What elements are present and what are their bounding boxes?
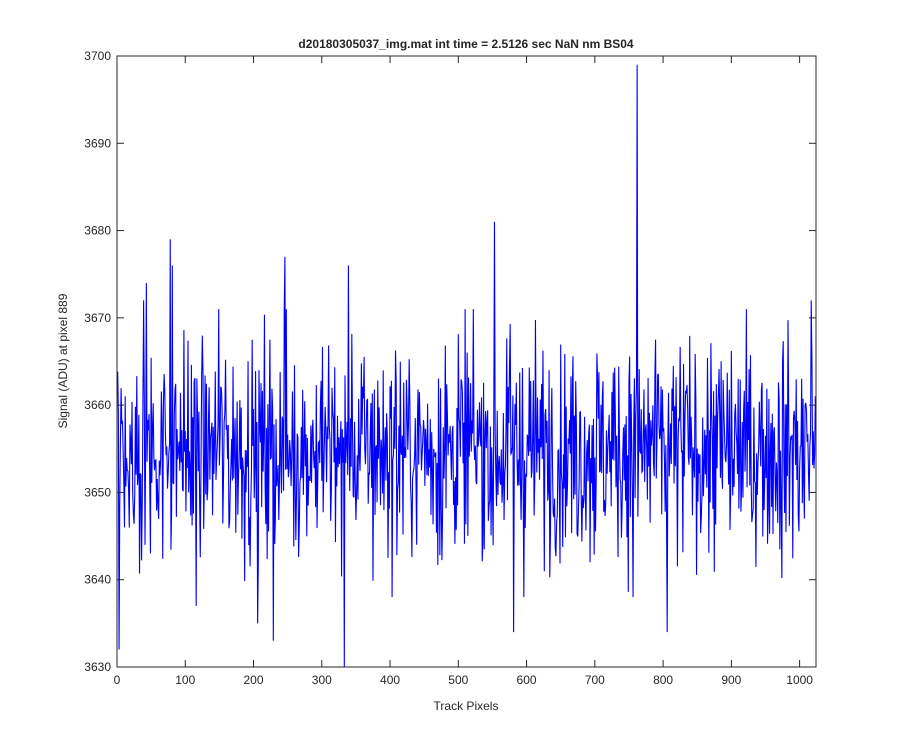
y-axis-label: Signal (ADU) at pixel 889 (56, 293, 70, 428)
signal-series-line (117, 64, 817, 668)
x-tick-label: 400 (380, 673, 400, 687)
x-tick-label: 100 (175, 673, 195, 687)
x-tick-label: 700 (585, 673, 605, 687)
x-tick-label: 600 (517, 673, 537, 687)
x-tick-label: 200 (244, 673, 264, 687)
x-tick-label: 300 (312, 673, 332, 687)
x-axis-ticks: 0 100 200 300 400 500 600 700 800 900 1000 (114, 56, 813, 687)
y-tick-label: 3670 (84, 311, 111, 325)
y-tick-label: 3680 (84, 224, 111, 238)
plot-frame (116, 55, 817, 668)
series-layer (117, 64, 817, 668)
y-tick-label: 3660 (84, 398, 111, 412)
x-tick-label: 500 (448, 673, 468, 687)
x-tick-label: 800 (653, 673, 673, 687)
plot-area (117, 56, 816, 667)
y-tick-label: 3640 (84, 573, 111, 587)
y-tick-label: 3700 (84, 49, 111, 63)
x-axis-label: Track Pixels (434, 699, 499, 713)
x-tick-label: 1000 (786, 673, 813, 687)
chart-title: d20180305037_img.mat int time = 2.5126 s… (298, 37, 634, 51)
y-tick-label: 3690 (84, 136, 111, 150)
x-tick-label: 0 (114, 673, 121, 687)
y-tick-label: 3630 (84, 660, 111, 674)
x-tick-label: 900 (721, 673, 741, 687)
y-axis-ticks: 3630 3640 3650 3660 3670 3680 3690 3700 (84, 49, 816, 674)
y-tick-label: 3650 (84, 485, 111, 499)
